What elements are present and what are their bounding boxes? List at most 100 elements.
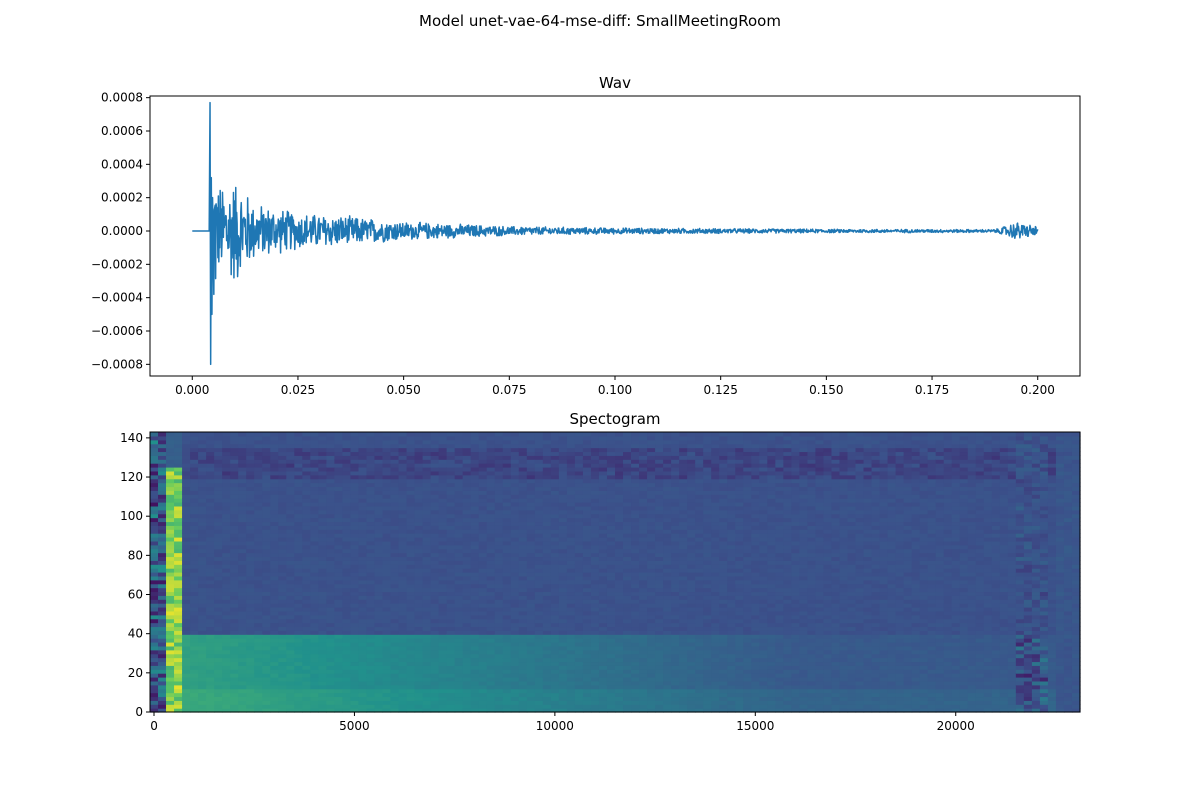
spectrogram-cell — [566, 482, 576, 488]
spectrogram-cell — [639, 614, 648, 620]
spectrogram-cell — [206, 572, 215, 577]
spectrogram-cell — [655, 673, 664, 678]
spectrogram-cell — [326, 455, 335, 460]
spectrogram-cell — [318, 478, 327, 484]
spectrogram-cell — [358, 599, 368, 604]
spectrogram-cell — [550, 533, 560, 538]
spectrogram-cell — [639, 432, 648, 437]
spectrogram-cell — [230, 696, 239, 701]
spectrogram-cell — [631, 680, 640, 686]
spectrogram-cell — [518, 455, 528, 460]
spectrogram-cell — [222, 684, 231, 690]
spectrogram-cell — [246, 459, 255, 464]
spectrogram-cell — [671, 607, 680, 612]
spectrogram-cell — [647, 552, 656, 558]
wav-x-tick-label: 0.125 — [704, 383, 738, 397]
spectrogram-cell — [655, 494, 664, 499]
spectrogram-cell — [615, 614, 624, 620]
spectrogram-cell — [342, 591, 352, 596]
spectrogram-cell — [398, 575, 408, 581]
spectrogram-cell — [655, 560, 664, 565]
spectrogram-cell — [310, 467, 319, 472]
spectrogram-cell — [254, 626, 263, 631]
spectrogram-cell — [598, 498, 608, 503]
spectrogram-cell — [286, 505, 295, 511]
spectrogram-cell — [566, 614, 576, 620]
spectrogram-cell — [166, 564, 175, 569]
spectrogram-cell — [286, 622, 295, 628]
spectrogram-cell — [639, 517, 648, 523]
spectrogram-cell — [454, 568, 464, 573]
spectrogram-cell — [358, 630, 368, 635]
spectrogram-cell — [374, 591, 384, 596]
spectrogram-cell — [190, 610, 199, 616]
spectrogram-cell — [294, 494, 303, 499]
spectrogram-cell — [318, 626, 327, 631]
spectrogram-cell — [494, 603, 504, 608]
spectrogram-cell — [366, 568, 376, 573]
spectrogram-cell — [302, 680, 311, 686]
spectrogram-cell — [254, 540, 263, 546]
spectrogram-cell — [294, 673, 303, 678]
wav-x-tick-label: 0.050 — [386, 383, 420, 397]
spectrogram-cell — [590, 439, 600, 445]
spectrogram-cell — [526, 572, 536, 577]
spectrogram-cell — [270, 505, 279, 511]
spectrogram-cell — [615, 583, 624, 589]
spectrogram-cell — [647, 513, 656, 519]
spectrogram-cell — [382, 579, 392, 585]
spectrogram-cell — [294, 649, 303, 655]
spectrogram-cell — [494, 684, 504, 690]
spectrogram-cell — [478, 517, 488, 523]
spectrogram-cell — [326, 467, 335, 472]
spectrogram-cell — [631, 587, 640, 593]
spectrogram-cell — [534, 463, 544, 468]
spectrogram-cell — [246, 502, 255, 507]
spectrogram-cell — [334, 548, 344, 554]
spectrogram-cell — [334, 467, 344, 472]
spectrogram-cell — [158, 525, 167, 530]
spectrogram-cell — [606, 474, 616, 480]
spectrogram-cell — [679, 540, 688, 546]
spectrogram-cell — [190, 665, 199, 670]
spectrogram-cell — [574, 443, 584, 449]
spectrogram-cell — [430, 498, 440, 503]
spectrogram-cell — [534, 439, 544, 445]
spectrogram-cell — [334, 435, 344, 441]
spectrogram-cell — [294, 587, 303, 593]
spectrogram-cell — [230, 552, 239, 558]
spectrogram-cell — [350, 502, 360, 507]
spectrogram-cell — [262, 560, 271, 565]
spectrogram-cell — [382, 587, 392, 593]
spectrogram-cell — [510, 521, 520, 526]
spectrogram-cell — [687, 509, 696, 515]
spectrogram-cell — [438, 657, 448, 663]
wav-x-tick-label: 0.200 — [1021, 383, 1055, 397]
spectrogram-cell — [214, 700, 223, 705]
spectrogram-cell — [518, 478, 528, 484]
spectrogram-cell — [558, 513, 568, 519]
spectrogram-cell — [494, 513, 504, 519]
spectrogram-cell — [663, 564, 672, 569]
spectrogram-cell — [671, 665, 680, 670]
spectrogram-cell — [334, 451, 344, 456]
spectrogram-cell — [526, 708, 536, 713]
spectrogram-cell — [574, 556, 584, 561]
spectrogram-cell — [510, 552, 520, 558]
spectrogram-cell — [574, 599, 584, 604]
spectrogram-cell — [230, 494, 239, 499]
spectrogram-cell — [631, 665, 640, 670]
spectrogram-cell — [671, 677, 680, 682]
spectrogram-cell — [198, 673, 207, 678]
spectrogram-cell — [478, 708, 488, 713]
spectrogram-cell — [166, 607, 175, 612]
spectrogram-cell — [342, 525, 352, 530]
spectrogram-cell — [326, 482, 335, 488]
spectrogram-cell — [647, 638, 656, 643]
spectrogram-cell — [238, 560, 247, 565]
spectrogram-cell — [262, 599, 271, 604]
wav-x-tick-label: 0.175 — [915, 383, 949, 397]
spectrogram-cell — [270, 509, 279, 515]
spectrogram-cell — [318, 638, 327, 643]
spectrogram-cell — [687, 494, 696, 499]
